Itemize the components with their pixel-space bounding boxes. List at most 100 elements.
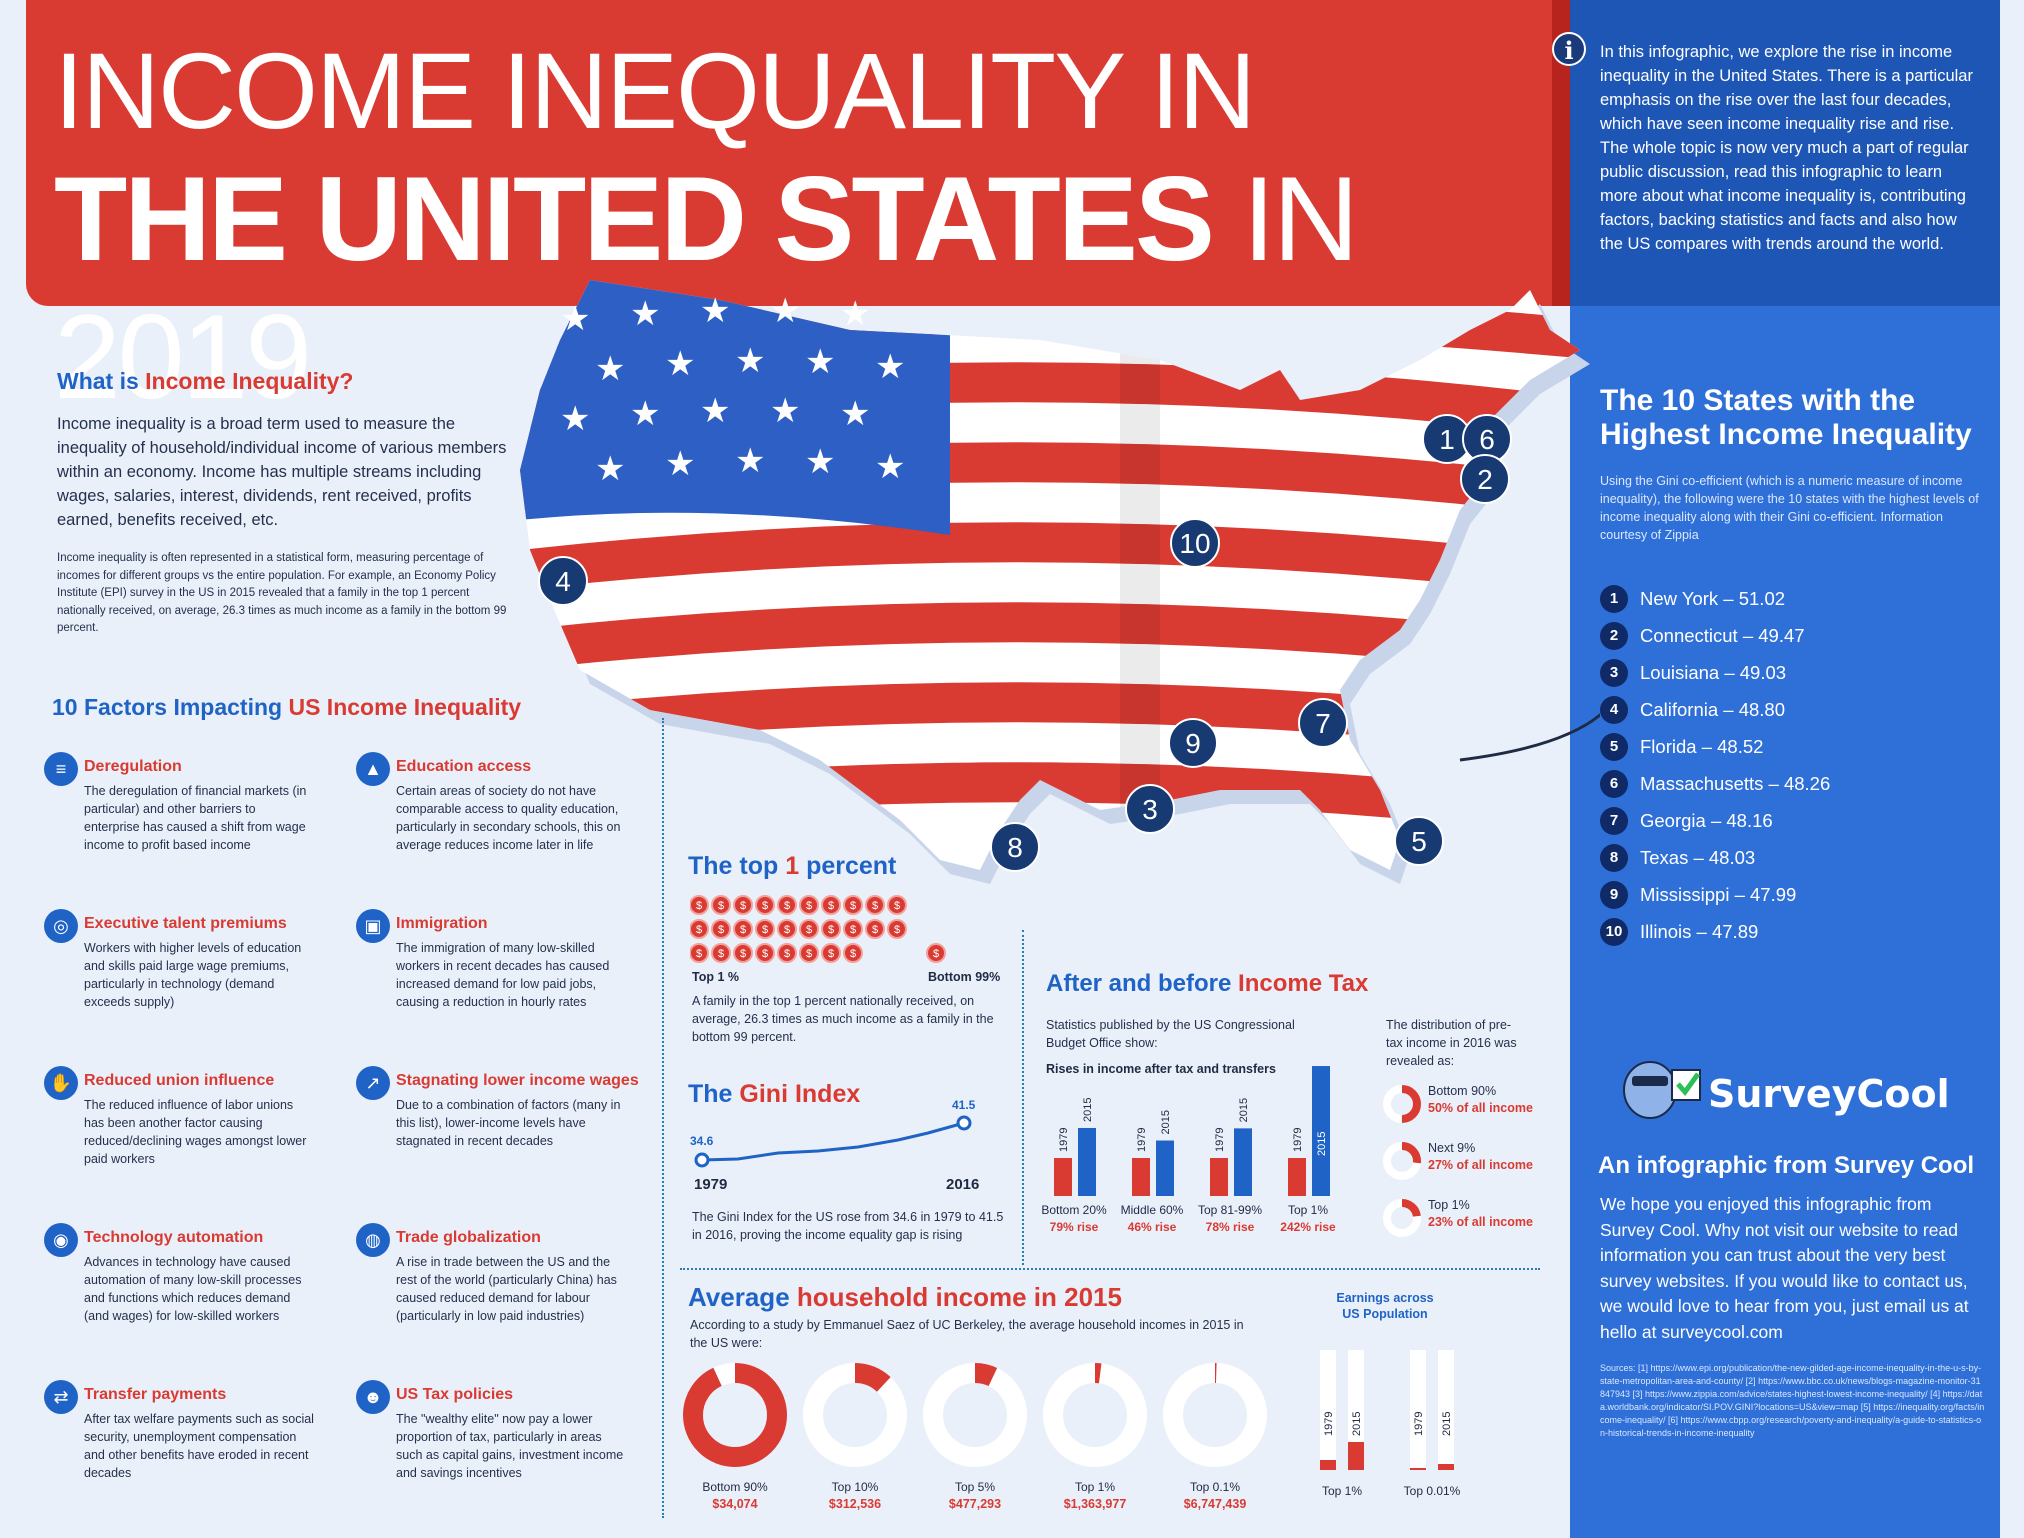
- factor-title: Reduced union influence: [84, 1072, 275, 1089]
- state-item: 5 Florida – 48.52: [1600, 728, 1980, 765]
- earn-bar-2015: [1438, 1464, 1454, 1470]
- donut-value-label: $1,363,977: [1064, 1497, 1127, 1511]
- handshake-icon: ✋: [44, 1066, 78, 1100]
- divider: [1022, 930, 1024, 1265]
- bar-1979: [1132, 1158, 1150, 1196]
- factor-title: Deregulation: [84, 758, 182, 775]
- what-is-example: Income inequality is often represented i…: [57, 552, 507, 634]
- svg-text:$: $: [762, 900, 768, 912]
- svg-text:$: $: [933, 948, 939, 960]
- bar-rise-label: 78% rise: [1206, 1220, 1255, 1234]
- earn-year-label: 1979: [1413, 1412, 1425, 1436]
- trend-icon: ↗: [356, 1066, 390, 1100]
- factor-item: ◎ Executive talent premiums Workers with h…: [44, 909, 334, 1059]
- divider: [662, 718, 664, 1518]
- factor-item: ⇄ Transfer payments After tax welfare paym…: [44, 1380, 334, 1530]
- coin-icon: $: [843, 919, 863, 939]
- bar-2015: [1156, 1140, 1174, 1196]
- factor-text: Due to a combination of factors (many in…: [396, 1098, 621, 1148]
- svg-text:$: $: [806, 948, 812, 960]
- states-list: 1 New York – 51.02 2 Connecticut – 49.47 3 Lo…: [1600, 580, 1980, 950]
- bar-category-label: Bottom 20%: [1041, 1203, 1107, 1217]
- svg-text:$: $: [872, 924, 878, 936]
- states-intro: Using the Gini co-efficient (which is a …: [1600, 474, 1979, 542]
- state-rank: 5: [1600, 732, 1628, 761]
- donut-track: [923, 1363, 1027, 1467]
- top1-text: A family in the top 1 percent nationally…: [692, 994, 994, 1044]
- factor-title: US Tax policies: [396, 1386, 514, 1403]
- factor-title: Education access: [396, 758, 532, 775]
- factor-text: Certain areas of society do not have com…: [396, 784, 621, 852]
- earn-year-label: 2015: [1441, 1412, 1453, 1436]
- state-rank: 1: [1600, 584, 1628, 613]
- svg-text:$: $: [784, 948, 790, 960]
- donut-slice: [923, 1363, 1027, 1467]
- svg-text:★: ★: [700, 391, 730, 431]
- state-item: 8 Texas – 48.03: [1600, 839, 1980, 876]
- svg-text:$: $: [718, 900, 724, 912]
- svg-text:$: $: [828, 924, 834, 936]
- tax-bar-chart: 1979 2015 Bottom 20% 79% rise 1979 2015 Middle…: [1041, 1066, 1336, 1234]
- donut-value-label: $6,747,439: [1184, 1497, 1247, 1511]
- earn-category-label: Top 0.01%: [1404, 1484, 1461, 1498]
- bar-2015: [1078, 1127, 1096, 1196]
- bar-year-label: 2015: [1238, 1098, 1250, 1122]
- factor-text: The "wealthy elite" now pay a lower prop…: [396, 1412, 624, 1480]
- earn-bar-2015: [1348, 1442, 1364, 1470]
- bar-year-label: 2015: [1316, 1132, 1328, 1156]
- state-label: Massachusetts – 48.26: [1640, 772, 1831, 794]
- state-rank: 9: [1600, 880, 1628, 909]
- coin-pictogram: $ $ $ $ $ $ $ $ $ $ $ $ $ $ $ $ $ $ $ $ $ $ $ $ $ $ $ $ $: [690, 895, 946, 963]
- state-item: 2 Connecticut – 49.47: [1600, 617, 1980, 654]
- svg-text:★: ★: [875, 447, 905, 487]
- distribution-text: The distribution of pre-tax income in 20…: [1386, 1018, 1517, 1068]
- coin-icon: $: [926, 943, 946, 963]
- svg-text:★: ★: [595, 449, 625, 489]
- top1-label: Top 1 %: [692, 970, 739, 984]
- svg-text:$: $: [718, 924, 724, 936]
- transfer-icon: ⇄: [44, 1380, 78, 1414]
- state-label: California – 48.80: [1640, 698, 1786, 720]
- coin-icon: $: [711, 919, 731, 939]
- state-item: 3 Louisiana – 49.03: [1600, 654, 1980, 691]
- map-pin-connecticut: 2: [1460, 454, 1510, 504]
- bar-year-label: 2015: [1160, 1110, 1172, 1134]
- tax-heading: After and before Income Tax: [1046, 970, 1369, 997]
- factor-text: Advances in technology have caused autom…: [84, 1255, 302, 1323]
- coin-icon: $: [777, 895, 797, 915]
- svg-text:★: ★: [840, 394, 870, 434]
- factor-title: Executive talent premiums: [84, 915, 287, 932]
- svg-text:$: $: [806, 900, 812, 912]
- bar-1979: [1054, 1158, 1072, 1196]
- coin-icon: $: [711, 943, 731, 963]
- bar-year-label: 1979: [1292, 1128, 1304, 1152]
- svg-text:$: $: [828, 900, 834, 912]
- factor-title: Stagnating lower income wages: [396, 1072, 639, 1089]
- factor-title: Immigration: [396, 915, 488, 932]
- coin-icon: $: [777, 943, 797, 963]
- bar-2015: [1234, 1128, 1252, 1196]
- intro-text: In this infographic, we explore the rise…: [1600, 43, 1973, 253]
- distribution-value: 27% of all income: [1428, 1158, 1533, 1172]
- svg-text:★: ★: [630, 294, 660, 334]
- donut-value-label: $34,074: [712, 1497, 757, 1511]
- distribution-label: Next 9%: [1428, 1141, 1476, 1155]
- info-icon: i: [1552, 32, 1586, 66]
- factor-title: Transfer payments: [84, 1386, 227, 1403]
- donut-category-label: Top 0.1%: [1190, 1480, 1240, 1494]
- factor-item: ≡ Deregulation The deregulation of financi…: [44, 752, 334, 902]
- bar-1979: [1288, 1158, 1306, 1196]
- svg-text:$: $: [850, 900, 856, 912]
- coin-icon: $: [799, 895, 819, 915]
- svg-text:$: $: [894, 924, 900, 936]
- coin-icon: $: [821, 895, 841, 915]
- bottom99-label: Bottom 99%: [928, 970, 1001, 984]
- factor-text: The reduced influence of labor unions ha…: [84, 1098, 307, 1166]
- svg-text:$: $: [784, 900, 790, 912]
- earn-bar-track: [1320, 1350, 1336, 1470]
- svg-text:$: $: [850, 948, 856, 960]
- state-label: Florida – 48.52: [1640, 735, 1764, 757]
- factor-text: A rise in trade between the US and the r…: [396, 1255, 617, 1323]
- distribution-item: Next 9% 27% of all income: [1382, 1141, 1542, 1191]
- map-pin-louisiana: 3: [1125, 784, 1175, 834]
